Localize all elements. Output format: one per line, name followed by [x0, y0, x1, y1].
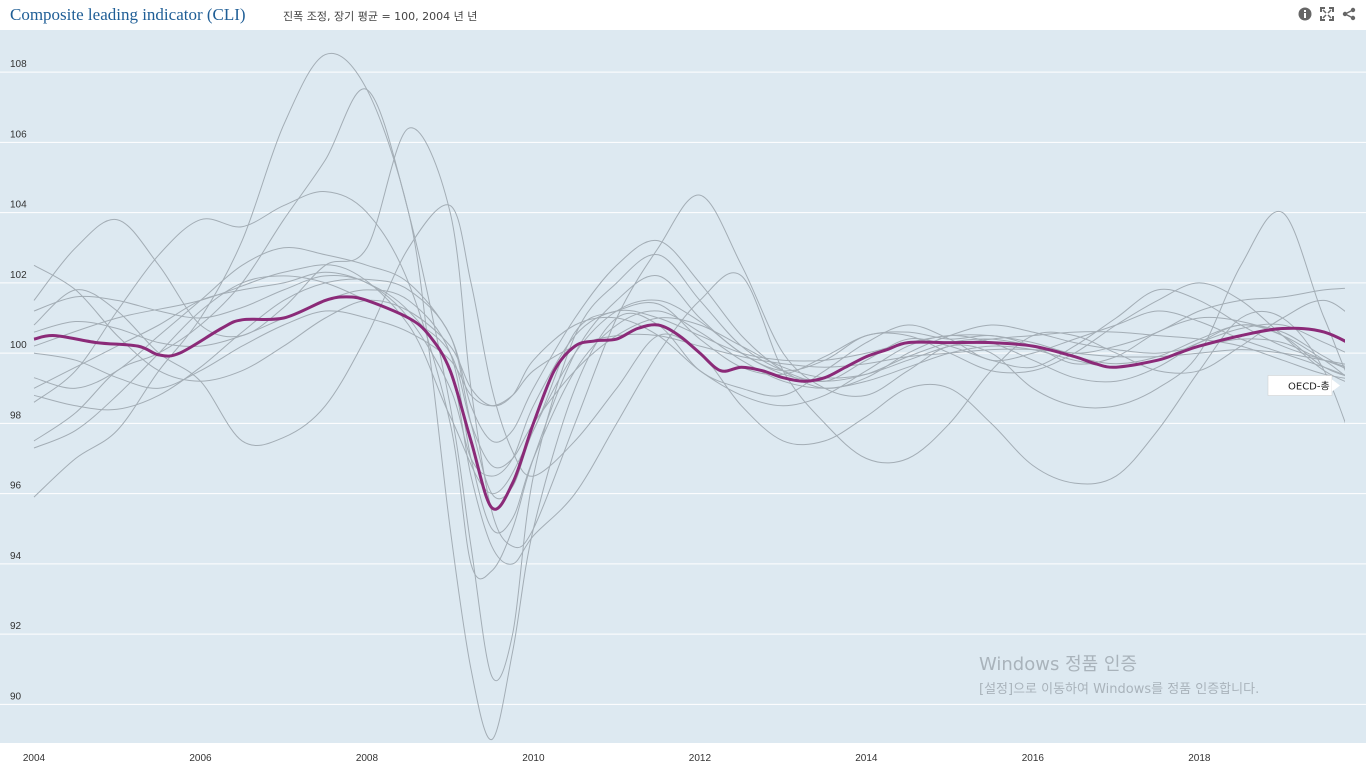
y-tick-label: 104 [10, 200, 27, 211]
series-line-country-9 [33, 239, 1345, 443]
series-line-country-5 [33, 127, 1345, 549]
series-group [33, 52, 1345, 741]
series-line-oecd-total [33, 295, 1345, 511]
x-tick-label: 2008 [356, 753, 379, 764]
chart-title: Composite leading indicator (CLI) [10, 5, 246, 24]
oecd-label-text: OECD-총 [1288, 381, 1330, 393]
x-tick-label: 2006 [189, 753, 212, 764]
y-tick-label: 96 [10, 481, 22, 492]
chart-toolbar [1298, 7, 1356, 21]
series-line-country-14 [33, 278, 1345, 500]
x-axis-band [0, 743, 1366, 768]
series-line-country-3 [33, 191, 1345, 580]
y-tick-label: 90 [10, 691, 22, 702]
plot-area [0, 30, 1366, 743]
x-tick-label: 2018 [1188, 753, 1211, 764]
x-tick-label: 2010 [522, 753, 545, 764]
series-line-country-12 [33, 275, 1345, 469]
series-line-country-6 [33, 271, 1345, 565]
chart-subtitle: 진폭 조정, 장기 평균 = 100, 2004 년 년 [283, 10, 478, 23]
series-line-country-8 [33, 275, 1345, 477]
y-tick-label: 108 [10, 59, 27, 70]
y-tick-label: 102 [10, 270, 27, 281]
fullscreen-icon[interactable] [1320, 7, 1334, 21]
y-tick-label: 98 [10, 410, 22, 421]
watermark-line-2: [설정]으로 이동하여 Windows를 정품 인증합니다. [979, 682, 1260, 697]
x-tick-label: 2004 [23, 753, 46, 764]
watermark-line-1: Windows 정품 인증 [979, 654, 1138, 675]
series-line-country-10 [33, 310, 1345, 407]
share-icon[interactable] [1342, 7, 1356, 21]
x-tick-label: 2014 [855, 753, 878, 764]
windows-activation-watermark: Windows 정품 인증 [설정]으로 이동하여 Windows를 정품 인증… [979, 650, 1259, 697]
series-line-country-4 [33, 88, 1345, 682]
y-tick-label: 100 [10, 340, 27, 351]
x-tick-label: 2016 [1022, 753, 1045, 764]
info-icon[interactable] [1298, 7, 1312, 21]
series-line-country-2 [33, 52, 1345, 741]
series-line-country-1 [33, 264, 1345, 495]
series-line-country-13 [33, 289, 1345, 534]
y-tick-label: 94 [10, 551, 22, 562]
y-tick-label: 106 [10, 129, 27, 140]
oecd-label-pointer [1332, 379, 1340, 392]
y-tick-label: 92 [10, 621, 22, 632]
x-tick-label: 2012 [689, 753, 712, 764]
chart-header: Composite leading indicator (CLI) 진폭 조정,… [0, 0, 1366, 30]
series-line-country-11 [33, 264, 1345, 407]
